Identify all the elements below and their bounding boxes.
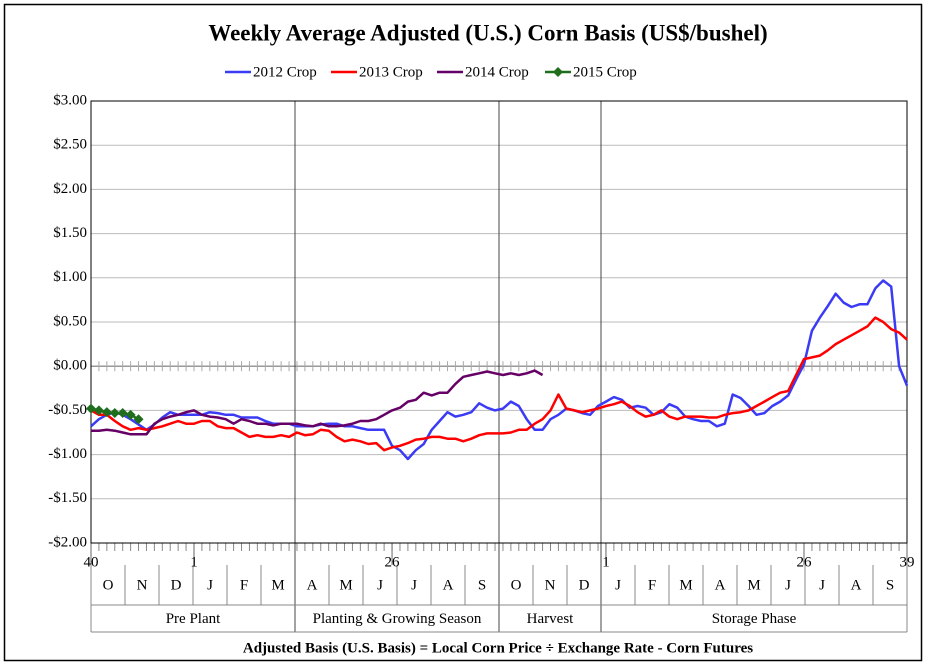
- month-label: N: [137, 577, 148, 593]
- month-label: S: [478, 577, 486, 593]
- series-marker: [93, 405, 104, 416]
- series-line: [90, 316, 908, 452]
- x-tick-label: 1: [190, 554, 198, 570]
- month-label: F: [240, 577, 248, 593]
- month-label: D: [171, 577, 182, 593]
- y-tick-label: $0.00: [53, 358, 87, 374]
- month-label: J: [819, 577, 825, 593]
- series-marker: [109, 408, 120, 419]
- y-tick-label: $3.00: [53, 92, 87, 108]
- month-label: J: [615, 577, 621, 593]
- x-tick-label: 39: [900, 554, 915, 570]
- month-label: N: [545, 577, 556, 593]
- chart-title: Weekly Average Adjusted (U.S.) Corn Basi…: [208, 20, 767, 45]
- x-tick-label: 1: [602, 554, 610, 570]
- legend-label: 2014 Crop: [465, 64, 529, 80]
- month-label: J: [377, 577, 383, 593]
- month-label: A: [715, 577, 726, 593]
- x-tick-label: 26: [797, 554, 813, 570]
- month-label: A: [307, 577, 318, 593]
- y-tick-label: -$1.00: [48, 446, 87, 462]
- y-tick-label: -$1.50: [48, 490, 87, 506]
- y-tick-label: $0.50: [53, 313, 87, 329]
- y-tick-label: $1.00: [53, 269, 87, 285]
- month-label: D: [579, 577, 590, 593]
- legend-label: 2015 Crop: [573, 64, 637, 80]
- y-tick-label: $1.50: [53, 225, 87, 241]
- phase-label: Harvest: [527, 611, 574, 627]
- series-marker: [133, 414, 144, 425]
- y-tick-label: -$2.00: [48, 534, 87, 550]
- month-label: A: [443, 577, 454, 593]
- series-marker: [101, 407, 112, 418]
- footer-note: Adjusted Basis (U.S. Basis) = Local Corn…: [243, 640, 753, 656]
- month-label: O: [511, 577, 522, 593]
- y-tick-label: $2.50: [53, 137, 87, 153]
- series-marker: [125, 409, 136, 420]
- phase-label: Storage Phase: [712, 611, 797, 627]
- phase-label: Pre Plant: [166, 611, 221, 627]
- month-label: F: [648, 577, 656, 593]
- plot-area: [90, 100, 908, 544]
- legend-label: 2012 Crop: [253, 64, 317, 80]
- month-label: S: [886, 577, 894, 593]
- series-marker: [86, 403, 96, 414]
- y-tick-label: -$0.50: [48, 402, 87, 418]
- legend-marker: [553, 67, 563, 77]
- frame: [3, 3, 923, 662]
- month-label: J: [207, 577, 213, 593]
- month-label: M: [271, 577, 284, 593]
- phase-label: Planting & Growing Season: [313, 611, 482, 627]
- series-marker: [117, 408, 128, 419]
- legend-label: 2013 Crop: [359, 64, 423, 80]
- y-tick-label: $2.00: [53, 181, 87, 197]
- month-label: J: [785, 577, 791, 593]
- month-label: M: [747, 577, 760, 593]
- series-line: [90, 279, 909, 461]
- series-line: [91, 369, 544, 436]
- x-tick-label: 40: [84, 554, 99, 570]
- month-label: M: [679, 577, 692, 593]
- month-label: A: [851, 577, 862, 593]
- month-label: O: [103, 577, 114, 593]
- month-label: M: [339, 577, 352, 593]
- x-tick-label: 26: [385, 554, 401, 570]
- month-label: J: [411, 577, 417, 593]
